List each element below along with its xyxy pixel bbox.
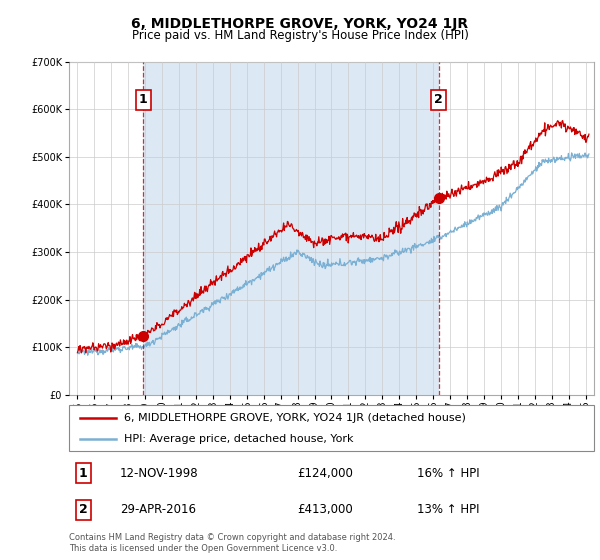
- Text: 6, MIDDLETHORPE GROVE, YORK, YO24 1JR (detached house): 6, MIDDLETHORPE GROVE, YORK, YO24 1JR (d…: [124, 413, 466, 423]
- Text: £413,000: £413,000: [297, 503, 353, 516]
- Text: 1: 1: [79, 466, 88, 480]
- Text: 12-NOV-1998: 12-NOV-1998: [120, 466, 199, 480]
- Text: 1: 1: [139, 94, 148, 106]
- Text: £124,000: £124,000: [297, 466, 353, 480]
- Text: 2: 2: [79, 503, 88, 516]
- Text: Contains HM Land Registry data © Crown copyright and database right 2024.
This d: Contains HM Land Registry data © Crown c…: [69, 533, 395, 553]
- Text: 29-APR-2016: 29-APR-2016: [120, 503, 196, 516]
- Text: HPI: Average price, detached house, York: HPI: Average price, detached house, York: [124, 435, 353, 444]
- FancyBboxPatch shape: [69, 405, 594, 451]
- Text: 6, MIDDLETHORPE GROVE, YORK, YO24 1JR: 6, MIDDLETHORPE GROVE, YORK, YO24 1JR: [131, 17, 469, 31]
- Text: 16% ↑ HPI: 16% ↑ HPI: [417, 466, 479, 480]
- Bar: [143, 62, 439, 395]
- Text: Price paid vs. HM Land Registry's House Price Index (HPI): Price paid vs. HM Land Registry's House …: [131, 29, 469, 42]
- Text: 13% ↑ HPI: 13% ↑ HPI: [417, 503, 479, 516]
- Text: 2: 2: [434, 94, 443, 106]
